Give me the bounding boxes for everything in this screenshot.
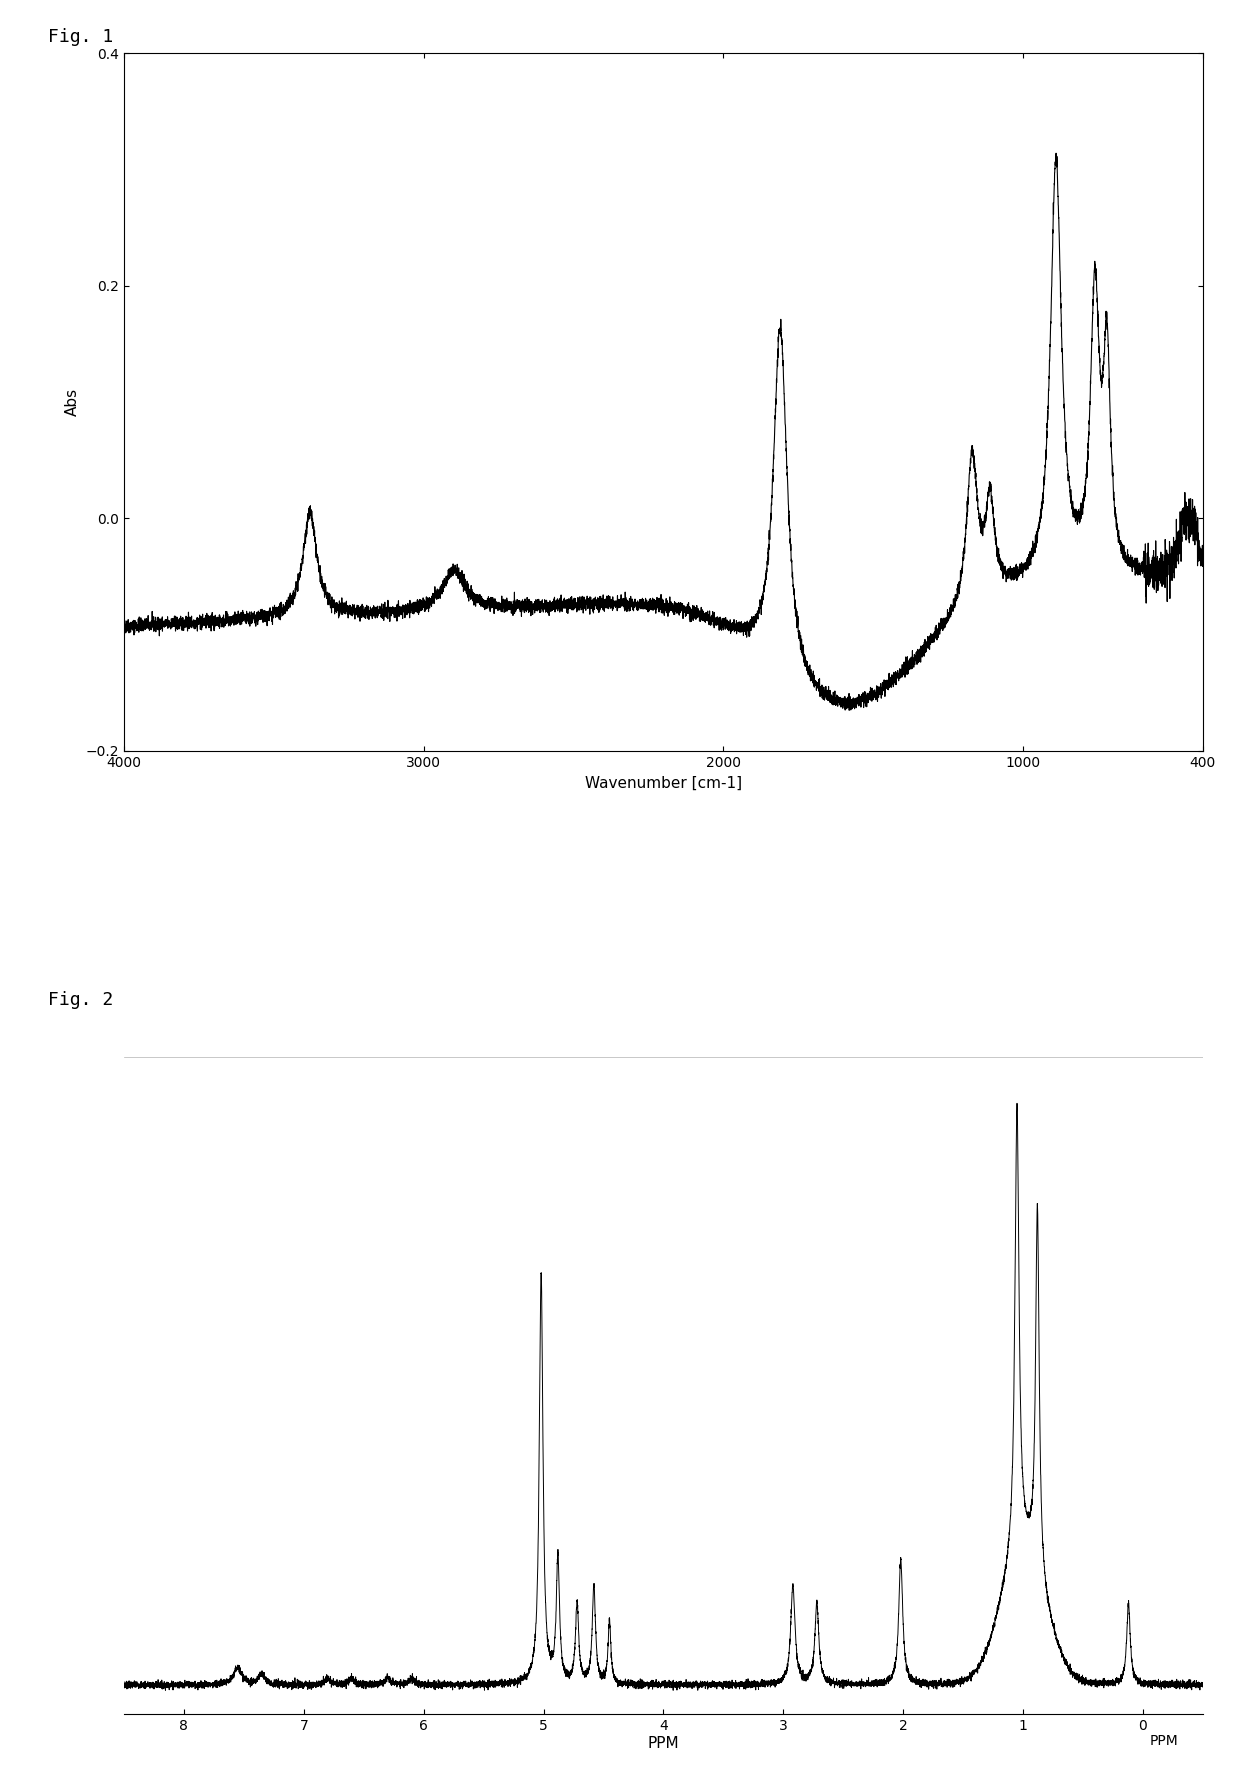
Text: PPM: PPM [1149,1735,1179,1748]
X-axis label: Wavenumber [cm-1]: Wavenumber [cm-1] [585,776,742,790]
Text: Fig. 1: Fig. 1 [48,28,114,46]
X-axis label: PPM: PPM [647,1735,680,1751]
Text: Fig. 2: Fig. 2 [48,991,114,1009]
Y-axis label: Abs: Abs [64,389,81,415]
